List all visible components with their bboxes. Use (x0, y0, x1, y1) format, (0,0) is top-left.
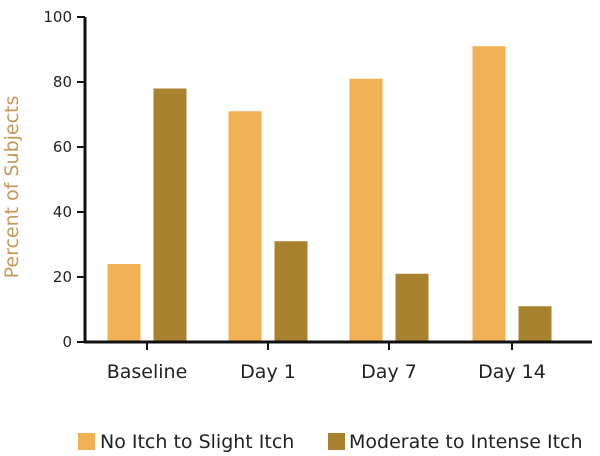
bar-baseline-series-2 (153, 88, 187, 342)
legend: No Itch to Slight Itch Moderate to Intens… (78, 431, 583, 453)
x-tick-label: Day 7 (361, 361, 417, 383)
legend-label-series-1: No Itch to Slight Itch (100, 431, 294, 453)
y-tick-label: 40 (53, 203, 72, 221)
y-tick-label: 20 (53, 268, 72, 286)
y-axis: 0 20 40 60 80 100 (43, 8, 87, 351)
y-tick-label: 60 (53, 138, 72, 156)
legend-swatch-series-1 (78, 433, 95, 450)
x-tick-label: Day 1 (240, 361, 296, 383)
bar-day-14-series-2 (518, 306, 552, 342)
x-tick-label: Day 14 (478, 361, 546, 383)
legend-swatch-series-2 (328, 433, 345, 450)
bar-day-7-series-1 (349, 78, 383, 342)
y-tick-label: 80 (53, 73, 72, 91)
y-tick-label: 0 (62, 333, 72, 351)
x-tick-label: Baseline (107, 361, 188, 383)
bar-day-1-series-1 (228, 111, 262, 342)
y-axis-label: Percent of Subjects (1, 96, 23, 279)
bar-day-1-series-2 (274, 241, 308, 342)
bar-baseline-series-1 (107, 264, 141, 342)
legend-label-series-2: Moderate to Intense Itch (349, 431, 583, 453)
y-tick-label: 100 (43, 8, 72, 26)
bar-day-14-series-1 (472, 46, 506, 342)
bar-day-7-series-2 (395, 273, 429, 342)
x-axis: Baseline Day 1 Day 7 Day 14 (84, 340, 592, 383)
bars (107, 46, 552, 342)
